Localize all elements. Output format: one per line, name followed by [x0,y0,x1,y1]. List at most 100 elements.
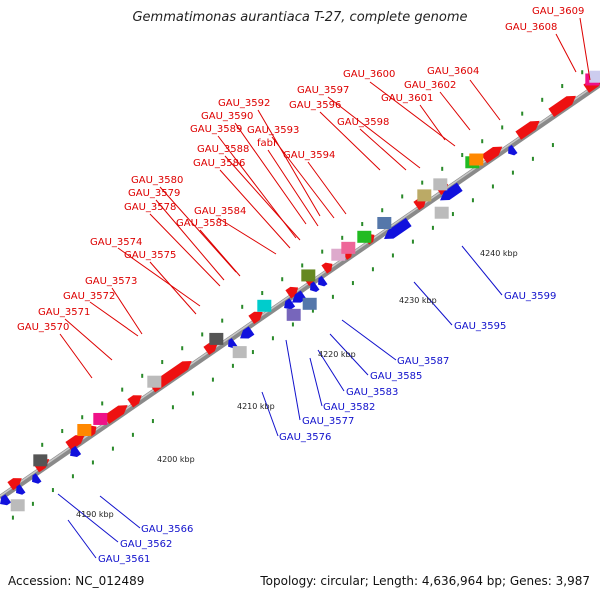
forward-cds-arrow[interactable] [7,474,24,491]
gene-label-gau-3578[interactable]: GAU_3578 [124,202,176,213]
gene-label-gau-3572[interactable]: GAU_3572 [63,291,115,302]
misc-feature-box[interactable] [77,423,92,436]
gene-label-gau-3600[interactable]: GAU_3600 [343,69,395,80]
reverse-cds-arrow[interactable] [225,338,238,351]
gene-label-gau-3597[interactable]: GAU_3597 [297,85,349,96]
tick-label-4210: 4210 kbp [237,402,275,411]
forward-cds-arrow[interactable] [103,401,130,425]
gene-label-gau-3579[interactable]: GAU_3579 [128,188,180,199]
reverse-cds-arrow[interactable] [0,494,12,508]
reverse-cds-arrow[interactable] [307,281,320,294]
gene-label-fabi[interactable]: fabI [257,138,276,149]
forward-cds-arrow[interactable] [65,431,87,451]
reverse-cds-arrow[interactable] [381,217,412,243]
scale-tick [261,291,264,296]
misc-feature-box[interactable] [257,299,272,312]
gene-label-gau-3598[interactable]: GAU_3598 [337,117,389,128]
reverse-cds-arrow[interactable] [315,275,328,289]
gene-label-gau-3592[interactable]: GAU_3592 [218,98,270,109]
misc-feature-box[interactable] [10,499,25,512]
label-connector-line [234,122,307,225]
gene-label-gau-3562[interactable]: GAU_3562 [120,539,172,550]
gene-label-gau-3585[interactable]: GAU_3585 [370,371,422,382]
forward-cds-arrow[interactable] [248,308,265,325]
gene-label-gau-3589[interactable]: GAU_3589 [190,124,242,135]
gene-label-gau-3577[interactable]: GAU_3577 [302,416,354,427]
misc-feature-box[interactable] [301,269,316,282]
label-connector-line [261,391,279,437]
scale-tick [161,360,164,365]
scale-tick [531,156,534,161]
gene-label-gau-3586[interactable]: GAU_3586 [193,158,245,169]
reverse-cds-arrow[interactable] [505,144,518,158]
reverse-cds-arrow[interactable] [437,182,463,205]
gene-label-gau-3587[interactable]: GAU_3587 [397,356,449,367]
gene-label-gau-3575[interactable]: GAU_3575 [124,250,176,261]
misc-feature-box[interactable] [232,346,247,359]
gene-label-gau-3582[interactable]: GAU_3582 [323,402,375,413]
gene-label-gau-3570[interactable]: GAU_3570 [17,322,69,333]
scale-tick [151,419,154,424]
gene-label-gau-3584[interactable]: GAU_3584 [194,206,246,217]
gene-label-gau-3596[interactable]: GAU_3596 [289,100,341,111]
gene-label-gau-3566[interactable]: GAU_3566 [141,524,193,535]
gene-label-gau-3599[interactable]: GAU_3599 [504,291,556,302]
misc-feature-box[interactable] [357,230,372,243]
scale-tick [361,222,364,227]
misc-feature-box[interactable] [341,241,356,254]
label-connector-line [319,111,381,171]
gene-label-gau-3609[interactable]: GAU_3609 [532,6,584,17]
gene-label-gau-3574[interactable]: GAU_3574 [90,237,142,248]
gene-label-gau-3561[interactable]: GAU_3561 [98,554,150,565]
forward-cds-arrow[interactable] [515,117,542,140]
forward-cds-arrow[interactable] [203,339,220,356]
misc-feature-box[interactable] [434,206,449,219]
gene-label-gau-3576[interactable]: GAU_3576 [279,432,331,443]
gene-label-gau-3594[interactable]: GAU_3594 [283,150,335,161]
gene-label-gau-3573[interactable]: GAU_3573 [85,276,137,287]
gene-label-gau-3595[interactable]: GAU_3595 [454,321,506,332]
scale-tick [171,405,174,410]
gene-label-gau-3602[interactable]: GAU_3602 [404,80,456,91]
gene-label-gau-3581[interactable]: GAU_3581 [176,218,228,229]
reverse-cds-arrow[interactable] [29,473,42,486]
misc-feature-box[interactable] [417,189,432,202]
reverse-cds-arrow[interactable] [13,484,26,497]
label-connector-line [419,104,446,141]
misc-feature-box[interactable] [302,297,317,310]
misc-feature-box[interactable] [286,308,301,321]
label-connector-line [329,333,369,376]
reverse-cds-arrow[interactable] [281,298,296,312]
scale-tick [521,111,524,116]
gene-label-gau-3601[interactable]: GAU_3601 [381,93,433,104]
forward-cds-arrow[interactable] [481,143,505,164]
reverse-cds-arrow[interactable] [237,326,255,342]
misc-feature-box[interactable] [589,70,600,83]
gene-label-gau-3608[interactable]: GAU_3608 [505,22,557,33]
misc-feature-box[interactable] [93,412,108,425]
gene-label-gau-3590[interactable]: GAU_3590 [201,111,253,122]
misc-feature-box[interactable] [33,454,48,467]
misc-feature-box[interactable] [469,153,484,166]
gene-label-gau-3588[interactable]: GAU_3588 [197,144,249,155]
tick-label-4190: 4190 kbp [76,510,114,519]
gene-label-gau-3583[interactable]: GAU_3583 [346,387,398,398]
gene-label-gau-3593[interactable]: GAU_3593 [247,125,299,136]
misc-feature-box[interactable] [433,178,448,191]
scale-tick [221,318,224,323]
scale-tick [201,332,204,337]
gene-label-gau-3580[interactable]: GAU_3580 [131,175,183,186]
forward-cds-arrow[interactable] [127,391,144,408]
label-connector-line [57,493,119,543]
misc-feature-box[interactable] [147,375,162,388]
misc-feature-box[interactable] [209,332,224,345]
reverse-cds-arrow[interactable] [67,445,82,460]
misc-feature-box[interactable] [377,216,392,229]
forward-cds-arrow[interactable] [548,92,578,118]
forward-cds-arrow[interactable] [413,195,429,211]
gene-label-gau-3604[interactable]: GAU_3604 [427,66,479,77]
gene-label-gau-3571[interactable]: GAU_3571 [38,307,90,318]
forward-cds-arrow[interactable] [321,260,335,274]
scale-tick [471,198,474,203]
